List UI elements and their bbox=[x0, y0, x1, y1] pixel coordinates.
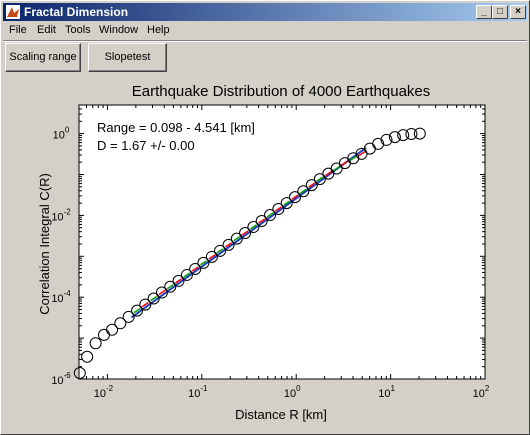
range-annotation: Range = 0.098 - 4.541 [km] bbox=[97, 120, 255, 135]
x-tick-label: 10-1 bbox=[188, 384, 208, 400]
x-tick-label: 10-2 bbox=[94, 384, 114, 400]
x-tick-label: 101 bbox=[378, 384, 395, 400]
dimension-annotation: D = 1.67 +/- 0.00 bbox=[97, 138, 195, 153]
y-tick-label: 10-4 bbox=[51, 289, 71, 305]
x-tick-label: 102 bbox=[473, 384, 490, 400]
x-tick-label: 100 bbox=[284, 384, 301, 400]
y-tick-label: 10-6 bbox=[51, 371, 71, 387]
chart-title: Earthquake Distribution of 4000 Earthqua… bbox=[132, 83, 431, 100]
y-tick-label: 100 bbox=[53, 126, 70, 142]
y-axis-label: Correlation Integral C(R) bbox=[37, 173, 52, 315]
y-tick-label: 10-2 bbox=[51, 207, 71, 223]
x-axis-label: Distance R [km] bbox=[235, 407, 327, 422]
